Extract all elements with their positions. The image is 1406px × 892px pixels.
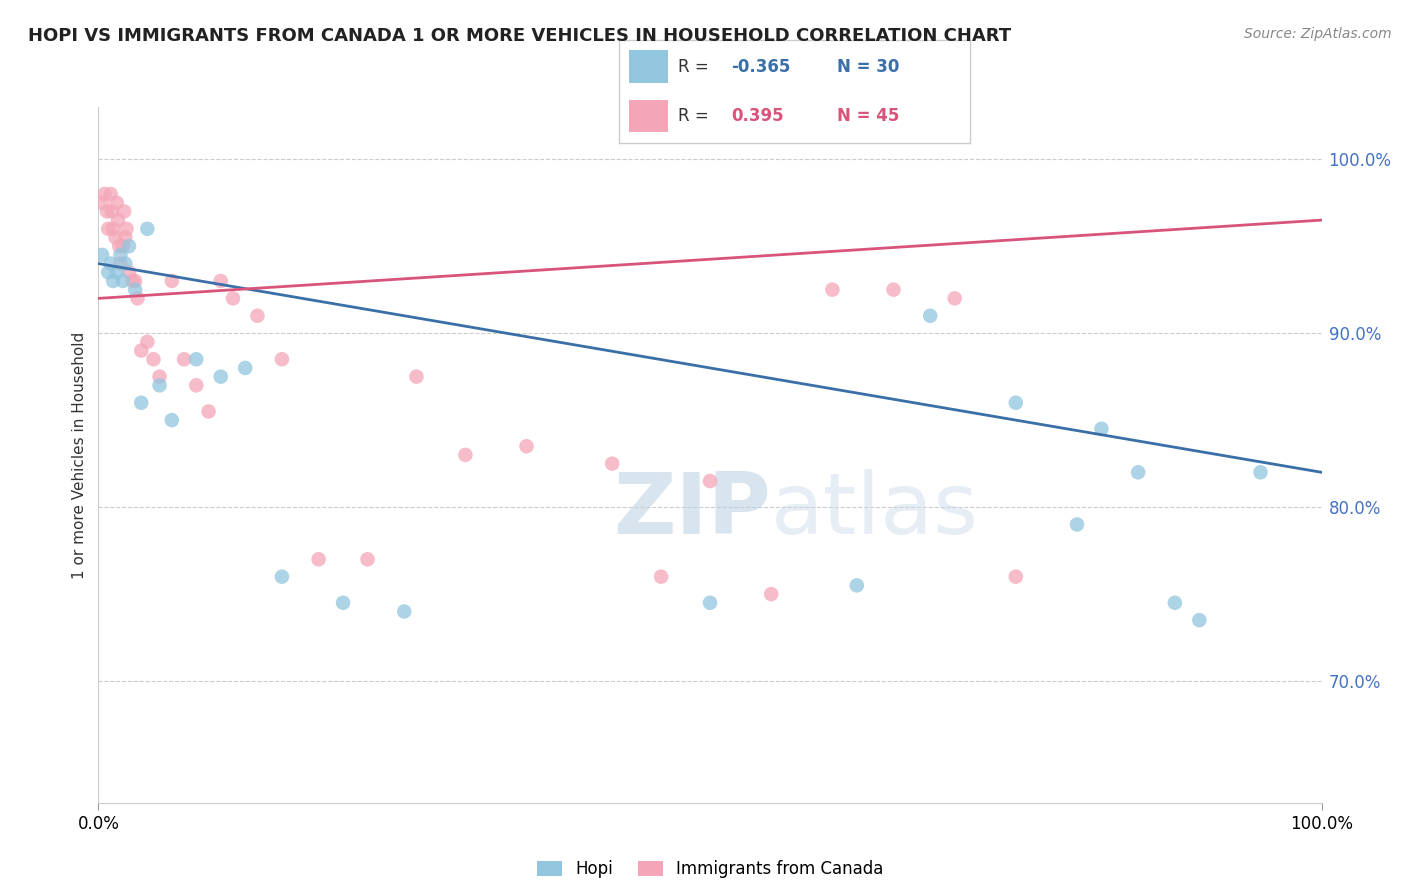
Point bbox=[129, 343, 152, 358]
Point bbox=[101, 222, 124, 236]
Point bbox=[246, 309, 269, 323]
Point bbox=[110, 256, 132, 270]
Point bbox=[136, 334, 159, 349]
Point bbox=[186, 378, 208, 392]
Point bbox=[114, 256, 136, 270]
Point bbox=[136, 222, 159, 236]
Point bbox=[173, 352, 195, 367]
Point bbox=[124, 274, 146, 288]
Point bbox=[761, 587, 783, 601]
Point bbox=[883, 283, 905, 297]
Point bbox=[209, 369, 232, 384]
Text: N = 45: N = 45 bbox=[837, 107, 898, 125]
Text: R =: R = bbox=[678, 58, 714, 76]
Text: R =: R = bbox=[678, 107, 714, 125]
Point bbox=[1004, 395, 1026, 409]
Point bbox=[186, 352, 208, 367]
Point bbox=[699, 474, 721, 488]
FancyBboxPatch shape bbox=[630, 50, 668, 83]
Point bbox=[270, 352, 294, 367]
Point bbox=[129, 395, 152, 409]
Point bbox=[1004, 569, 1026, 583]
Point bbox=[149, 378, 172, 392]
Point bbox=[233, 360, 256, 375]
Point bbox=[142, 352, 165, 367]
Point bbox=[110, 248, 132, 262]
Point bbox=[1066, 517, 1088, 532]
Point bbox=[118, 265, 141, 279]
Point bbox=[308, 552, 330, 566]
Point bbox=[124, 283, 146, 297]
Point bbox=[108, 239, 131, 253]
Point bbox=[1128, 465, 1150, 479]
Text: 0.395: 0.395 bbox=[731, 107, 783, 125]
Point bbox=[1250, 465, 1272, 479]
Point bbox=[332, 596, 354, 610]
Point bbox=[115, 222, 138, 236]
Point bbox=[121, 274, 143, 288]
Point bbox=[222, 291, 245, 305]
Point bbox=[112, 204, 135, 219]
Point bbox=[845, 578, 868, 592]
Point bbox=[392, 604, 416, 618]
Text: ZIP: ZIP bbox=[613, 469, 772, 552]
Point bbox=[114, 230, 136, 244]
Point bbox=[100, 187, 122, 202]
Point bbox=[920, 309, 942, 323]
Point bbox=[270, 569, 294, 583]
Point bbox=[160, 413, 183, 427]
Point bbox=[943, 291, 966, 305]
Text: HOPI VS IMMIGRANTS FROM CANADA 1 OR MORE VEHICLES IN HOUSEHOLD CORRELATION CHART: HOPI VS IMMIGRANTS FROM CANADA 1 OR MORE… bbox=[28, 27, 1011, 45]
Text: -0.365: -0.365 bbox=[731, 58, 790, 76]
Point bbox=[1188, 613, 1211, 627]
Text: atlas: atlas bbox=[772, 469, 979, 552]
Point bbox=[91, 195, 114, 210]
Point bbox=[118, 239, 141, 253]
Point bbox=[209, 274, 232, 288]
Point bbox=[600, 457, 623, 471]
Text: Source: ZipAtlas.com: Source: ZipAtlas.com bbox=[1244, 27, 1392, 41]
Legend: Hopi, Immigrants from Canada: Hopi, Immigrants from Canada bbox=[530, 854, 890, 885]
Point bbox=[104, 230, 127, 244]
Point bbox=[160, 274, 183, 288]
Point bbox=[93, 187, 115, 202]
Point bbox=[100, 256, 122, 270]
Point bbox=[127, 291, 149, 305]
Point bbox=[97, 265, 120, 279]
Point bbox=[101, 204, 124, 219]
Point bbox=[821, 283, 844, 297]
Point bbox=[149, 369, 172, 384]
Point bbox=[516, 439, 538, 453]
Point bbox=[111, 239, 134, 253]
Point bbox=[1164, 596, 1187, 610]
Point bbox=[197, 404, 219, 418]
Y-axis label: 1 or more Vehicles in Household: 1 or more Vehicles in Household bbox=[72, 331, 87, 579]
Point bbox=[105, 195, 128, 210]
Point bbox=[454, 448, 477, 462]
Point bbox=[111, 274, 134, 288]
Text: N = 30: N = 30 bbox=[837, 58, 898, 76]
Point bbox=[699, 596, 721, 610]
Point bbox=[356, 552, 378, 566]
FancyBboxPatch shape bbox=[630, 100, 668, 132]
Point bbox=[101, 274, 124, 288]
Point bbox=[91, 248, 114, 262]
Point bbox=[1090, 422, 1112, 436]
Point bbox=[405, 369, 427, 384]
Point bbox=[107, 213, 129, 227]
Point bbox=[105, 265, 128, 279]
Point bbox=[97, 222, 120, 236]
Point bbox=[650, 569, 672, 583]
Point bbox=[96, 204, 118, 219]
